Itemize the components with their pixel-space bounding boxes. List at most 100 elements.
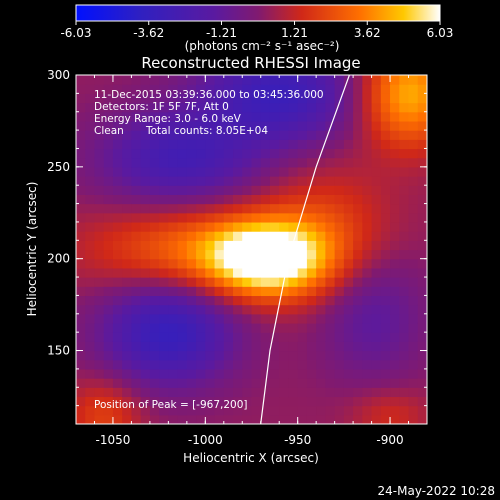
heatmap-cell <box>260 93 271 104</box>
heatmap-cell <box>242 313 253 324</box>
heatmap-cell <box>168 322 179 333</box>
heatmap-cell <box>417 304 427 315</box>
heatmap-cell <box>380 359 391 370</box>
heatmap-cell <box>306 212 317 223</box>
heatmap-cell <box>334 267 345 278</box>
heatmap-cell <box>288 130 299 140</box>
heatmap-cell <box>279 322 290 333</box>
heatmap-cell <box>223 277 234 287</box>
heatmap-cell <box>186 368 197 379</box>
heatmap-cell <box>205 414 216 424</box>
heatmap-cell <box>205 332 216 342</box>
heatmap-cell <box>223 212 234 223</box>
heatmap-cell <box>149 396 160 407</box>
heatmap-cell <box>186 221 197 232</box>
heatmap-cell <box>168 185 179 195</box>
heatmap-cell <box>353 332 363 342</box>
heatmap-cell <box>390 75 400 85</box>
heatmap-cell <box>417 258 427 269</box>
heatmap-cell <box>269 120 280 131</box>
heatmap-cell <box>288 148 299 159</box>
heatmap-cell <box>408 120 419 131</box>
heatmap-cell <box>390 111 400 122</box>
heatmap-cell <box>233 148 243 159</box>
heatmap-cell <box>343 120 354 131</box>
heatmap-cell <box>177 267 188 278</box>
heatmap-cell <box>112 185 123 195</box>
heatmap-cell <box>159 166 169 177</box>
heatmap-cell <box>353 221 363 232</box>
heatmap-cell <box>251 166 262 177</box>
heatmap-cell <box>316 277 326 287</box>
heatmap-cell <box>242 267 253 278</box>
heatmap-cell <box>122 111 133 122</box>
heatmap-cell <box>279 396 290 407</box>
heatmap-cell <box>159 75 169 85</box>
heatmap-cell <box>168 194 179 205</box>
heatmap-cell <box>260 166 271 177</box>
heatmap-cell <box>380 286 391 297</box>
heatmap-cell <box>186 405 197 416</box>
heatmap-cell <box>316 120 326 131</box>
heatmap-cell <box>417 378 427 388</box>
heatmap-cell <box>103 120 114 131</box>
heatmap-cell <box>316 240 326 251</box>
heatmap-cell <box>76 350 86 361</box>
heatmap-cell <box>112 194 123 205</box>
heatmap-cell <box>399 396 410 407</box>
heatmap-cell <box>85 203 96 214</box>
heatmap-cell <box>242 203 253 214</box>
heatmap-cell <box>76 396 86 407</box>
heatmap-cell <box>122 258 133 269</box>
heatmap-cell <box>408 176 419 186</box>
heatmap-cell <box>371 322 382 333</box>
heatmap-cell <box>297 368 308 379</box>
heatmap-cell <box>140 203 151 214</box>
heatmap-cell <box>85 185 96 195</box>
heatmap-cell <box>279 139 290 150</box>
heatmap-cell <box>343 396 354 407</box>
heatmap-cell <box>260 111 271 122</box>
heatmap-cell <box>306 130 317 140</box>
heatmap-cell <box>399 350 410 361</box>
heatmap-cell <box>122 139 133 150</box>
heatmap-cell <box>177 221 188 232</box>
heatmap-cell <box>94 405 105 416</box>
heatmap-cell <box>168 84 179 94</box>
heatmap-cell <box>214 75 225 85</box>
heatmap-cell <box>196 84 206 94</box>
heatmap-cell <box>168 304 179 315</box>
heatmap-cell <box>334 332 345 342</box>
heatmap-cell <box>362 387 373 398</box>
heatmap-cell <box>343 185 354 195</box>
heatmap-cell <box>316 84 326 94</box>
heatmap-cell <box>233 75 243 85</box>
heatmap-cell <box>149 194 160 205</box>
heatmap-cell <box>380 139 391 150</box>
heatmap-cell <box>417 396 427 407</box>
heatmap-cell <box>325 231 336 241</box>
heatmap-cell <box>343 405 354 416</box>
heatmap-cell <box>251 240 262 251</box>
heatmap-cell <box>279 75 290 85</box>
heatmap-cell <box>76 157 86 168</box>
heatmap-cell <box>140 313 151 324</box>
heatmap-cell <box>362 240 373 251</box>
heatmap-cell <box>371 258 382 269</box>
heatmap-cell <box>371 378 382 388</box>
heatmap-cell <box>131 405 142 416</box>
heatmap-cell <box>214 102 225 113</box>
heatmap-cell <box>168 249 179 260</box>
heatmap-cell <box>316 102 326 113</box>
heatmap-cell <box>159 240 169 251</box>
heatmap-cell <box>288 304 299 315</box>
heatmap-cell <box>149 166 160 177</box>
heatmap-cell <box>408 249 419 260</box>
heatmap-cell <box>223 322 234 333</box>
heatmap-cell <box>371 240 382 251</box>
heatmap-cell <box>316 286 326 297</box>
heatmap-cell <box>131 350 142 361</box>
heatmap-cell <box>214 414 225 424</box>
heatmap-cell <box>131 286 142 297</box>
